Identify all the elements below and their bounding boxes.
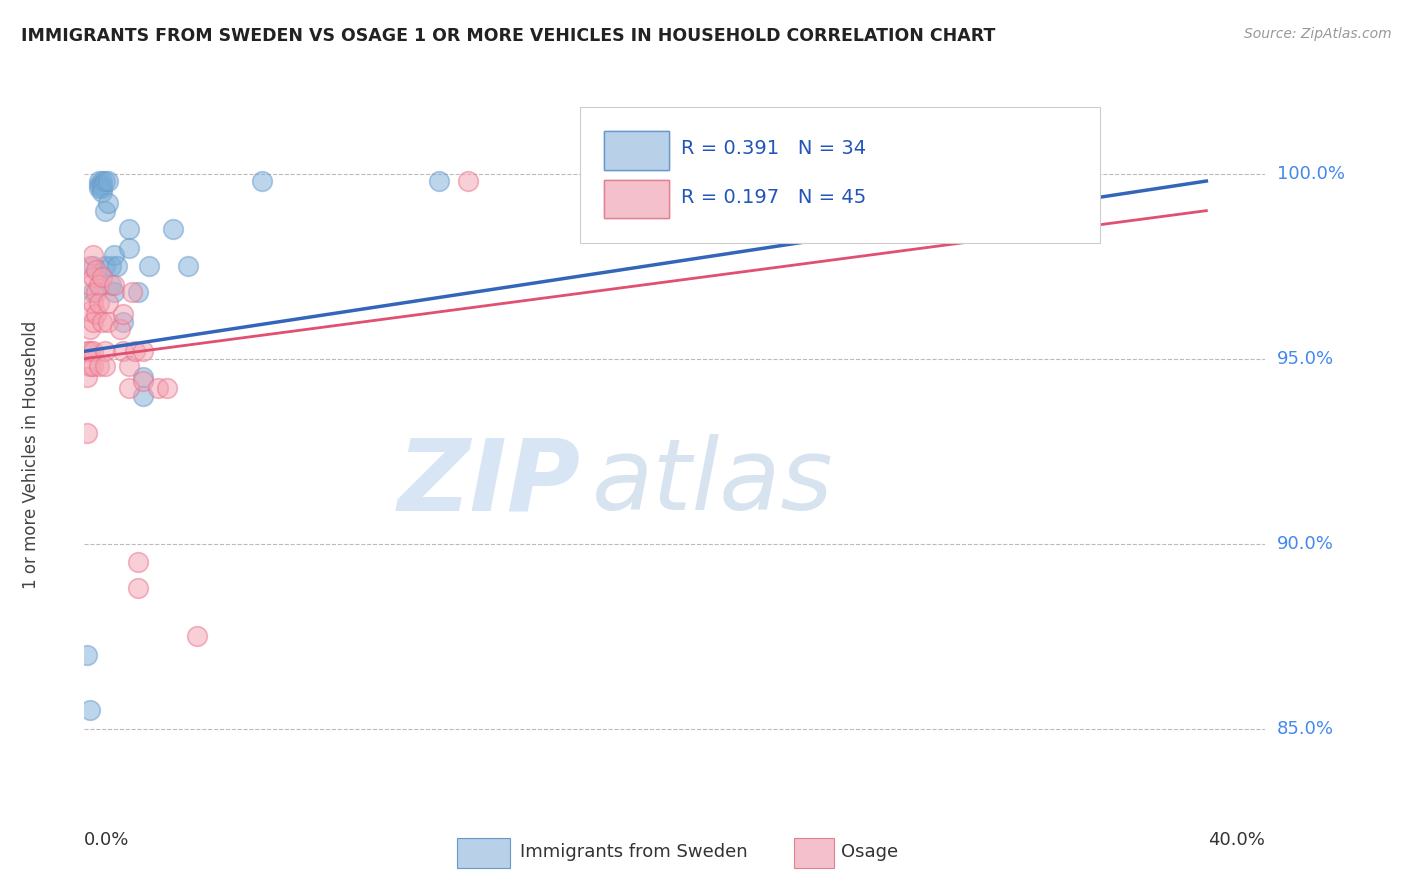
Point bbox=[118, 381, 141, 395]
Text: Osage: Osage bbox=[841, 843, 898, 861]
Point bbox=[97, 174, 120, 188]
Point bbox=[94, 359, 117, 373]
Point bbox=[76, 344, 98, 359]
Point bbox=[138, 259, 160, 273]
Text: 100.0%: 100.0% bbox=[1277, 165, 1344, 183]
Point bbox=[97, 315, 120, 329]
Point bbox=[111, 307, 134, 321]
Point bbox=[427, 174, 450, 188]
Point bbox=[156, 381, 179, 395]
Text: 95.0%: 95.0% bbox=[1277, 350, 1334, 368]
Point bbox=[87, 359, 111, 373]
Point bbox=[124, 344, 146, 359]
Point bbox=[108, 322, 131, 336]
Point bbox=[84, 307, 107, 321]
Point bbox=[127, 581, 149, 595]
Point bbox=[132, 389, 155, 403]
Point bbox=[148, 381, 170, 395]
Point bbox=[76, 648, 98, 662]
Point bbox=[82, 359, 104, 373]
Point bbox=[91, 178, 114, 192]
Point bbox=[79, 303, 101, 318]
Point bbox=[664, 222, 686, 236]
Point bbox=[100, 277, 122, 292]
Point bbox=[250, 174, 273, 188]
Point bbox=[94, 174, 117, 188]
Point bbox=[91, 270, 114, 285]
FancyBboxPatch shape bbox=[581, 107, 1099, 243]
Point bbox=[84, 285, 107, 299]
Text: R = 0.391   N = 34: R = 0.391 N = 34 bbox=[681, 139, 866, 158]
Point bbox=[132, 374, 155, 388]
Text: atlas: atlas bbox=[592, 434, 834, 532]
Point bbox=[91, 174, 114, 188]
Point bbox=[87, 277, 111, 292]
Point bbox=[94, 259, 117, 273]
Point bbox=[752, 174, 775, 188]
Point bbox=[132, 344, 155, 359]
Point bbox=[132, 370, 155, 384]
Point bbox=[79, 703, 101, 717]
Point bbox=[79, 359, 101, 373]
Point bbox=[79, 322, 101, 336]
Point bbox=[87, 178, 111, 192]
Point bbox=[118, 359, 141, 373]
Point bbox=[82, 315, 104, 329]
Text: IMMIGRANTS FROM SWEDEN VS OSAGE 1 OR MORE VEHICLES IN HOUSEHOLD CORRELATION CHAR: IMMIGRANTS FROM SWEDEN VS OSAGE 1 OR MOR… bbox=[21, 27, 995, 45]
Point bbox=[118, 241, 141, 255]
Point bbox=[91, 181, 114, 195]
Point bbox=[127, 555, 149, 569]
Point bbox=[105, 259, 128, 273]
Point bbox=[177, 259, 200, 273]
Point bbox=[87, 296, 111, 310]
Point bbox=[103, 248, 125, 262]
Point bbox=[94, 344, 117, 359]
FancyBboxPatch shape bbox=[605, 131, 669, 169]
Text: 1 or more Vehicles in Household: 1 or more Vehicles in Household bbox=[22, 321, 41, 589]
Text: ZIP: ZIP bbox=[398, 434, 581, 532]
Point bbox=[82, 248, 104, 262]
Text: Immigrants from Sweden: Immigrants from Sweden bbox=[520, 843, 748, 861]
Text: 90.0%: 90.0% bbox=[1277, 534, 1333, 553]
Point bbox=[82, 270, 104, 285]
Point bbox=[103, 277, 125, 292]
Text: 40.0%: 40.0% bbox=[1209, 830, 1265, 848]
Point bbox=[76, 370, 98, 384]
FancyBboxPatch shape bbox=[605, 180, 669, 219]
Text: Source: ZipAtlas.com: Source: ZipAtlas.com bbox=[1244, 27, 1392, 41]
Point bbox=[111, 315, 134, 329]
Point bbox=[457, 174, 479, 188]
Point bbox=[127, 285, 149, 299]
Text: R = 0.197   N = 45: R = 0.197 N = 45 bbox=[681, 188, 866, 207]
Point bbox=[87, 181, 111, 195]
Point bbox=[82, 285, 104, 299]
Point bbox=[79, 344, 101, 359]
Point bbox=[82, 259, 104, 273]
Point bbox=[100, 259, 122, 273]
Point bbox=[87, 174, 111, 188]
Point bbox=[82, 296, 104, 310]
Text: 0.0%: 0.0% bbox=[84, 830, 129, 848]
Point bbox=[121, 285, 143, 299]
Point bbox=[84, 263, 107, 277]
Text: 85.0%: 85.0% bbox=[1277, 720, 1333, 738]
Point bbox=[76, 425, 98, 440]
Point bbox=[111, 344, 134, 359]
Point bbox=[79, 277, 101, 292]
Point bbox=[162, 222, 184, 236]
Point bbox=[79, 259, 101, 273]
Point bbox=[186, 629, 208, 643]
Point bbox=[103, 285, 125, 299]
FancyBboxPatch shape bbox=[605, 180, 669, 219]
Point bbox=[118, 222, 141, 236]
Point bbox=[91, 315, 114, 329]
Point bbox=[82, 344, 104, 359]
Point bbox=[91, 185, 114, 199]
FancyBboxPatch shape bbox=[605, 131, 669, 169]
Point bbox=[97, 196, 120, 211]
Point bbox=[97, 296, 120, 310]
Point bbox=[94, 203, 117, 218]
